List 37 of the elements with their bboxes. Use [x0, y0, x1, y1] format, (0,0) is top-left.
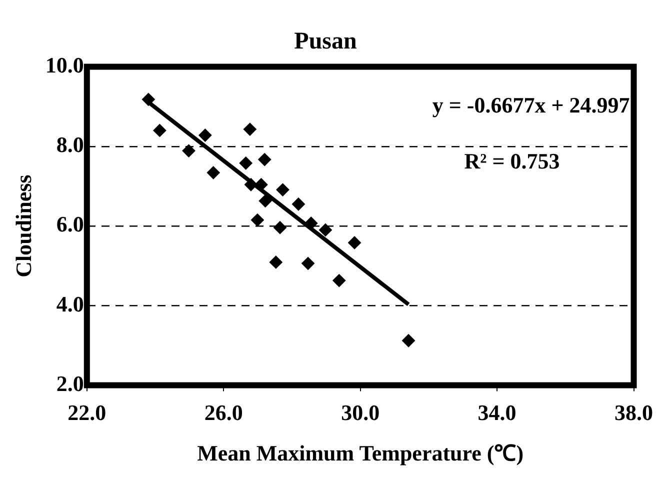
point [269, 256, 282, 269]
point [198, 128, 212, 142]
point [258, 153, 272, 166]
point [142, 92, 155, 106]
y-tick-label: 4.0 [56, 291, 84, 316]
point [182, 144, 196, 158]
y-tick-label: 6.0 [56, 212, 84, 237]
point [304, 216, 318, 230]
point [302, 256, 315, 270]
point [244, 178, 258, 192]
y-axis-title: Cloudiness [10, 174, 36, 278]
point [332, 274, 346, 288]
annotation: y = -0.6677x + 24.997 [432, 92, 630, 118]
point [239, 156, 252, 170]
point [206, 166, 220, 180]
y-tick-label: 10.0 [45, 52, 84, 78]
y-tick-label: 2.0 [56, 370, 84, 396]
x-tick-label: 26.0 [204, 400, 243, 426]
x-tick-label: 34.0 [478, 400, 516, 426]
x-tick-label: 30.0 [341, 400, 380, 426]
x-axis-title: Mean Maximum Temperature (℃) [197, 440, 524, 466]
y-tick-label: 8.0 [56, 132, 84, 158]
x-tick-label: 38.0 [614, 400, 653, 426]
point [250, 214, 264, 227]
x-tick-label: 22.0 [68, 400, 106, 426]
point [258, 194, 272, 208]
point [276, 183, 290, 196]
annotation: R² = 0.753 [464, 148, 560, 174]
point [348, 236, 362, 250]
point [153, 124, 166, 137]
point [318, 223, 332, 236]
point [243, 122, 256, 136]
point [402, 334, 416, 348]
point [254, 178, 268, 192]
point [274, 221, 287, 234]
chart-title: Pusan [294, 28, 357, 55]
point [292, 198, 305, 211]
